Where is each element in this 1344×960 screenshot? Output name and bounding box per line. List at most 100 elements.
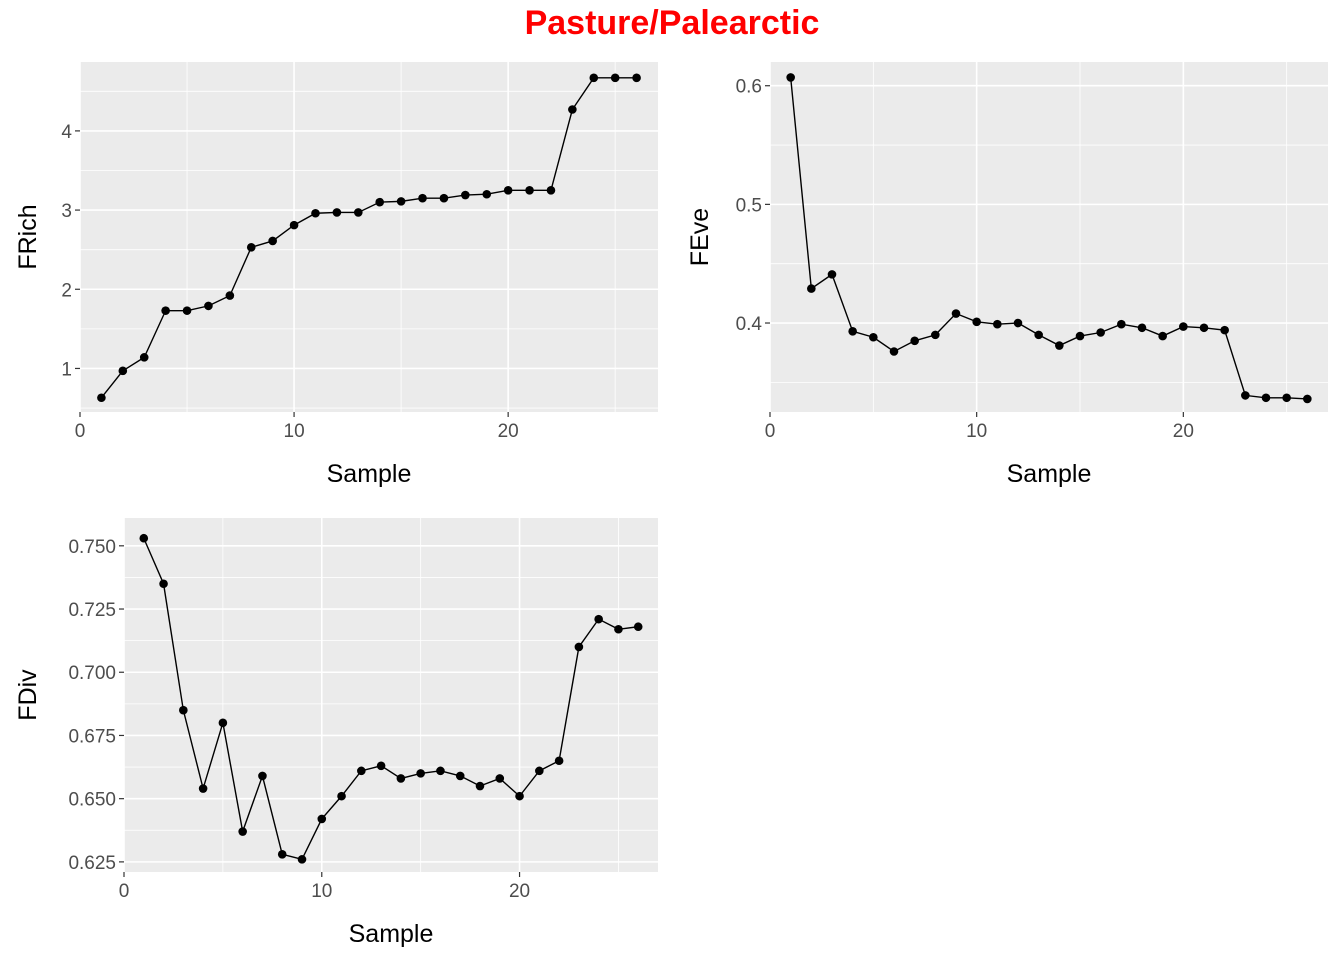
x-tick-label: 10: [284, 421, 305, 442]
data-point: [482, 189, 492, 199]
data-point: [436, 766, 445, 776]
x-tick-label: 10: [311, 881, 332, 902]
data-point: [198, 784, 208, 793]
data-point: [97, 393, 106, 403]
data-point: [218, 718, 228, 728]
data-point: [535, 766, 544, 776]
y-tick-label: 0.625: [68, 853, 116, 874]
data-point: [546, 185, 556, 195]
data-point: [277, 850, 287, 859]
data-point: [515, 791, 524, 801]
data-point: [455, 771, 465, 781]
y-axis-label: FDiv: [14, 669, 42, 721]
data-point: [289, 220, 299, 230]
data-point: [610, 73, 620, 83]
data-point: [827, 270, 837, 279]
data-point: [589, 73, 599, 83]
y-tick-label: 0.700: [68, 663, 116, 684]
data-point: [337, 791, 346, 801]
data-point: [633, 622, 643, 632]
data-point: [495, 774, 505, 783]
data-point: [439, 193, 449, 203]
data-point: [1220, 325, 1229, 335]
y-tick-label: 0.675: [68, 726, 116, 747]
data-point: [357, 766, 366, 776]
panel-background: [770, 62, 1328, 412]
data-point: [317, 814, 327, 824]
data-point: [1096, 328, 1105, 337]
data-point: [1303, 394, 1312, 404]
data-point: [1282, 393, 1291, 403]
data-point: [889, 347, 899, 356]
data-point: [1117, 319, 1126, 329]
y-axis-label: FRich: [14, 204, 42, 269]
y-tick-label: 4: [61, 122, 72, 143]
x-tick-label: 20: [1173, 421, 1194, 442]
y-tick-label: 0.750: [68, 537, 116, 558]
data-point: [1013, 318, 1023, 328]
data-point: [594, 614, 603, 624]
data-point: [461, 190, 470, 200]
data-point: [632, 73, 641, 83]
x-tick-label: 10: [966, 421, 987, 442]
y-tick-label: 0.6: [736, 77, 762, 98]
data-point: [182, 306, 192, 315]
data-point: [1075, 331, 1085, 341]
data-point: [268, 236, 277, 246]
data-point: [246, 242, 256, 252]
data-point: [416, 769, 425, 778]
data-point: [525, 185, 534, 195]
data-point: [951, 309, 961, 318]
x-axis-label: Sample: [327, 460, 412, 488]
panel-background: [124, 518, 658, 872]
data-point: [574, 642, 584, 652]
data-point: [311, 208, 320, 218]
data-point: [1158, 331, 1167, 341]
x-tick-label: 0: [119, 881, 130, 902]
y-tick-label: 3: [61, 201, 72, 222]
data-point: [159, 579, 168, 589]
data-point: [1034, 330, 1043, 340]
data-point: [118, 366, 128, 376]
data-point: [1261, 393, 1271, 403]
data-point: [972, 317, 981, 327]
data-point: [225, 291, 235, 300]
x-axis-label: Sample: [349, 920, 434, 948]
data-point: [554, 756, 564, 766]
data-point: [204, 301, 213, 311]
data-point: [179, 705, 188, 715]
panel-background: [80, 62, 658, 412]
data-point: [396, 774, 406, 783]
data-point: [258, 771, 267, 781]
x-tick-label: 0: [75, 421, 86, 442]
data-point: [1179, 322, 1188, 331]
data-point: [139, 353, 149, 362]
data-point: [139, 533, 149, 543]
x-axis-label: Sample: [1007, 460, 1092, 488]
y-tick-label: 1: [61, 359, 72, 380]
data-point: [375, 197, 385, 207]
data-point: [475, 781, 485, 791]
data-point: [568, 105, 577, 114]
y-axis-label: FEve: [686, 208, 714, 266]
chart-panel-frich: 0 10 20 1 2 3 4 Sample FRich: [14, 62, 658, 488]
y-tick-label: 0.5: [736, 195, 762, 216]
y-tick-label: 0.725: [68, 600, 116, 621]
y-tick-label: 0.4: [736, 314, 763, 335]
data-point: [161, 306, 170, 315]
x-tick-label: 0: [765, 421, 776, 442]
data-point: [1055, 341, 1064, 350]
data-point: [848, 327, 857, 336]
data-point: [418, 193, 427, 203]
data-point: [910, 336, 919, 346]
y-tick-label: 2: [61, 280, 72, 301]
data-point: [786, 73, 795, 82]
data-point: [807, 284, 816, 293]
data-point: [614, 624, 623, 634]
x-tick-label: 20: [498, 421, 519, 442]
x-tick-label: 20: [509, 881, 530, 902]
data-point: [396, 197, 406, 206]
data-point: [993, 319, 1002, 329]
data-point: [1199, 323, 1209, 333]
